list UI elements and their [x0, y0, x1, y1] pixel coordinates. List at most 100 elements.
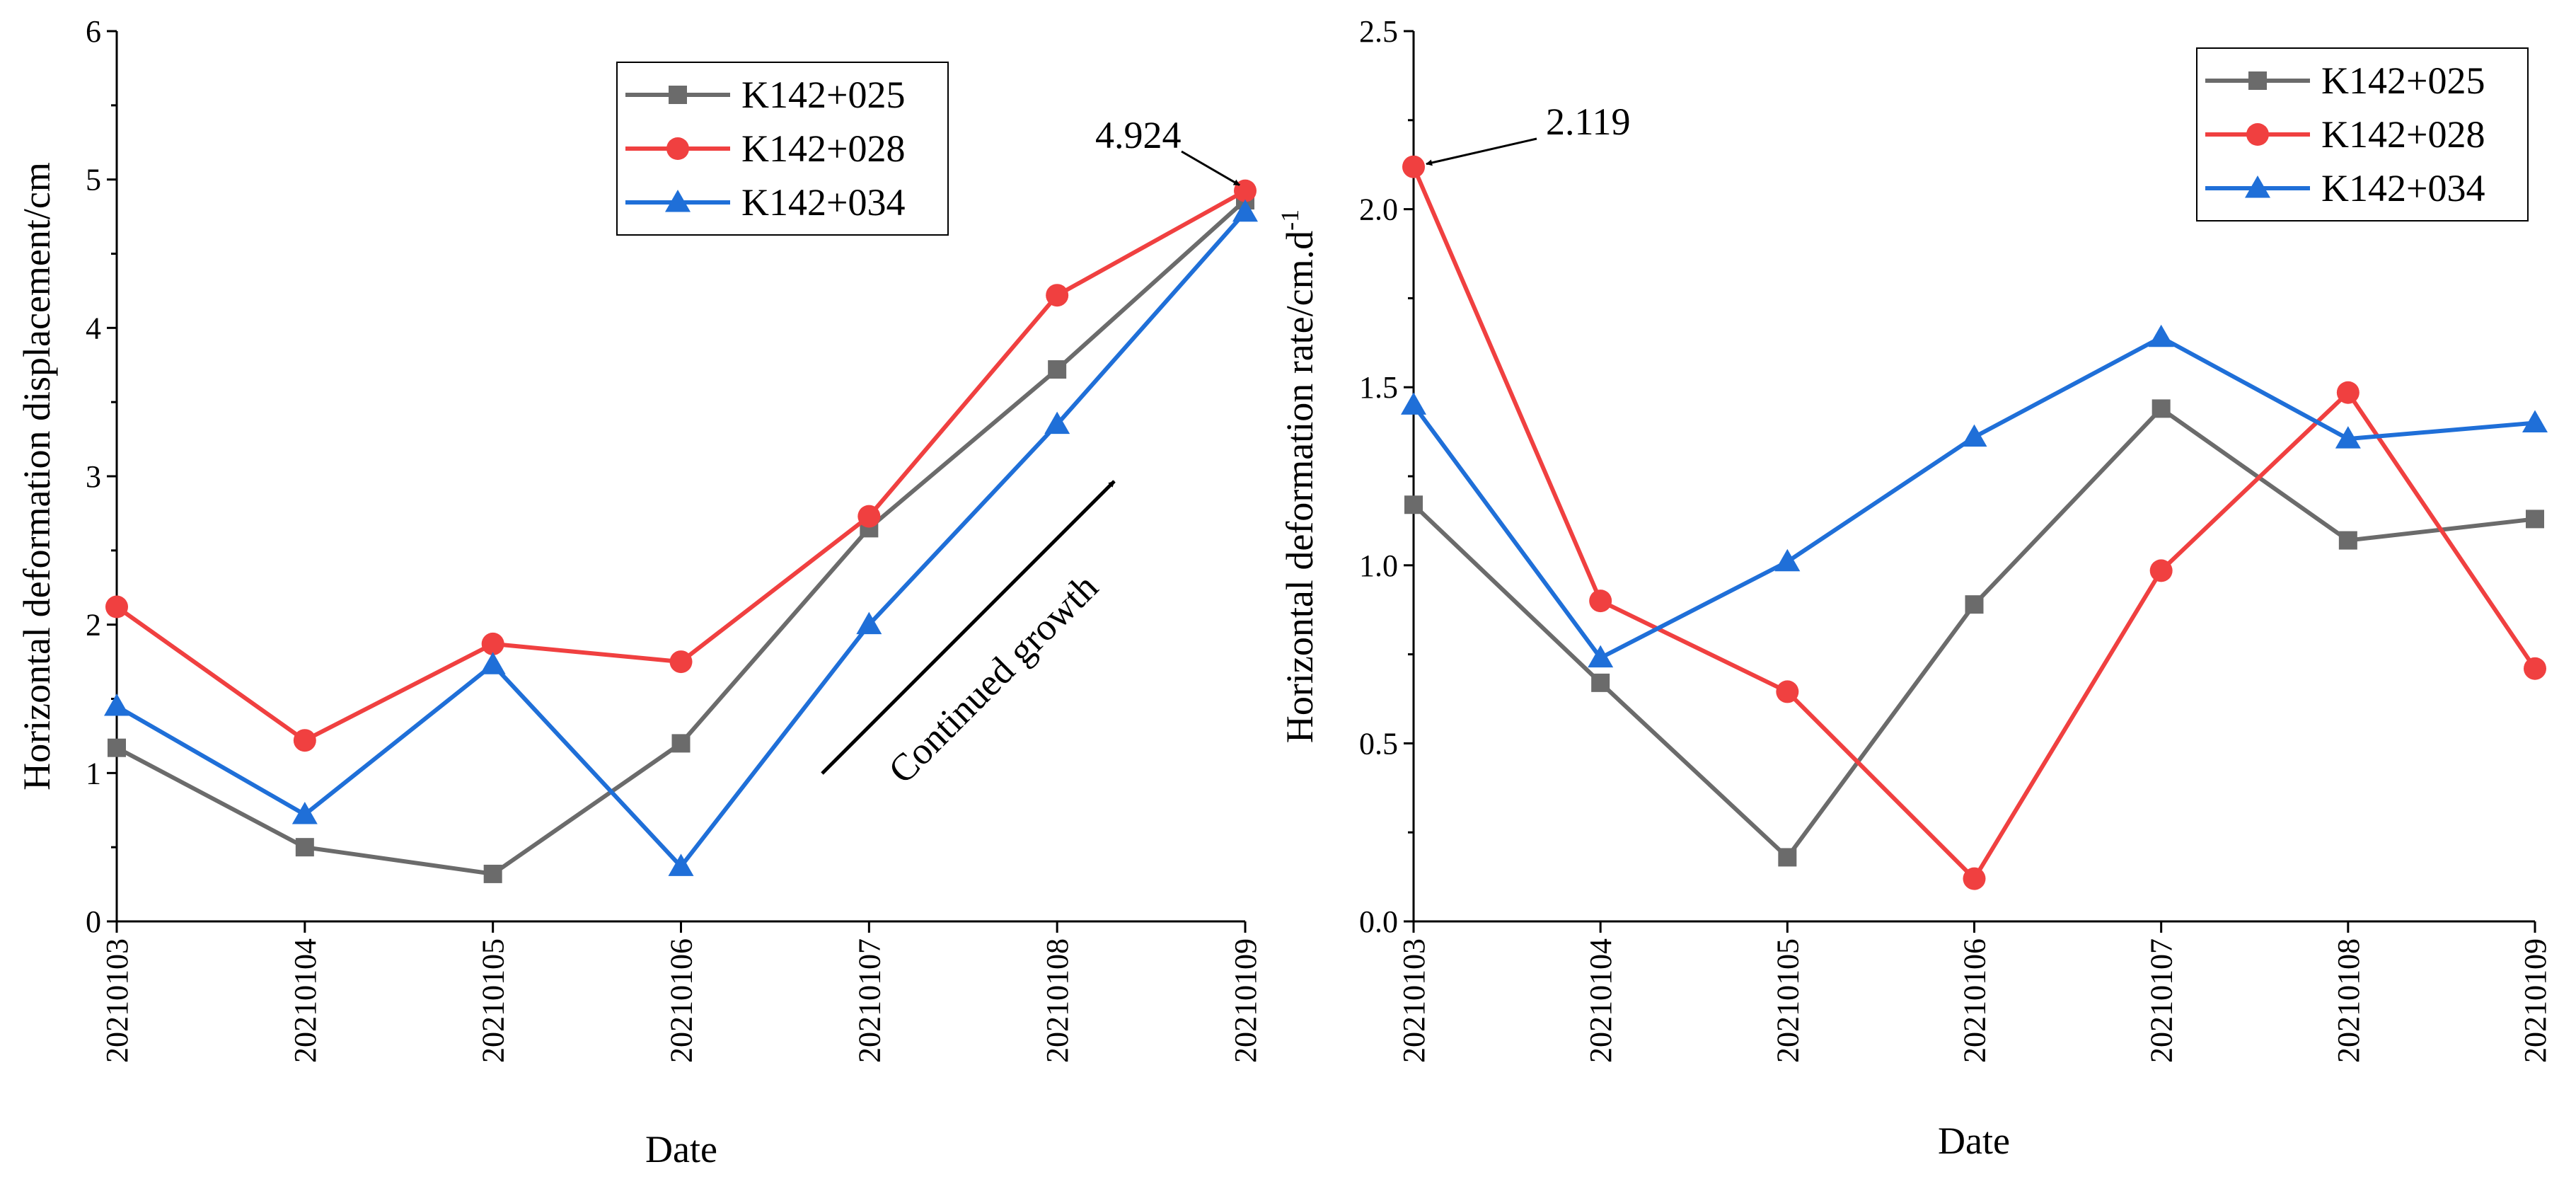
chart-rate: 0.0 0.5 1.0 1.5 2.0 2.5 20210103 20210104 202101… [1276, 14, 2553, 1162]
y-axis-label: Horizontal deformation displacement/cm [16, 162, 58, 790]
annotations: 2.119 [1426, 100, 1631, 166]
x-tick-label: 20210104 [1583, 938, 1618, 1063]
triangle-marker [1401, 392, 1426, 415]
triangle-marker [2148, 324, 2174, 347]
circle-marker [666, 137, 689, 160]
triangle-marker [2335, 426, 2361, 449]
triangle-marker [1232, 199, 1258, 222]
triangle-marker [291, 802, 318, 824]
y-tick-label: 0 [86, 904, 101, 939]
triangle-marker [1588, 645, 1614, 668]
circle-marker [1963, 867, 1986, 890]
square-marker [295, 838, 314, 857]
circle-marker [1402, 155, 1425, 178]
square-marker [669, 86, 687, 104]
square-marker [1048, 360, 1067, 379]
circle-marker [1776, 680, 1799, 703]
legend-label: K142+034 [741, 181, 905, 224]
y-tick-label: 6 [86, 14, 101, 49]
series-line [115, 210, 1247, 869]
square-marker [2248, 71, 2267, 90]
y-tick-label: 0.0 [1359, 904, 1398, 939]
legend: K142+025 K142+028 K142+034 [616, 62, 949, 236]
circle-marker [1589, 590, 1612, 613]
triangle-marker [1961, 424, 1987, 447]
x-tick-label: 20210108 [1040, 938, 1075, 1063]
legend-label: K142+025 [2321, 59, 2485, 102]
triangle-marker [665, 190, 691, 212]
y-tick-label: 2.5 [1359, 14, 1398, 49]
circle-marker [293, 729, 316, 752]
triangle-marker [1774, 548, 1801, 572]
circle-marker [2149, 559, 2173, 582]
x-tick-label: 20210108 [2331, 938, 2366, 1063]
circle-marker [2336, 381, 2360, 404]
square-marker [2338, 531, 2357, 550]
square-marker [2526, 510, 2544, 529]
x-tick-label: 20210104 [288, 938, 323, 1063]
legend: K142+025 K142+028 K142+034 [2196, 47, 2529, 222]
x-tick-label: 20210109 [2518, 938, 2553, 1063]
square-marker [1591, 673, 1610, 692]
square-marker [483, 864, 502, 883]
series-k142-025 [1404, 399, 2544, 867]
x-axis-label: Date [645, 1128, 717, 1171]
y-tick-label: 0.5 [1359, 726, 1398, 761]
growth-label: Continued growth [880, 565, 1106, 791]
y-tick-label: 1 [86, 756, 101, 790]
series-k142-028 [1402, 155, 2546, 890]
series-line [1411, 166, 2537, 881]
y-tick-label: 1.0 [1359, 548, 1398, 583]
y-axis-label-superscript: -1 [1276, 209, 1304, 231]
x-axis-label: Date [1938, 1120, 2010, 1162]
y-tick-label: 3 [86, 459, 101, 494]
y-tick-label: 5 [86, 163, 101, 197]
triangle-marker [2245, 176, 2270, 198]
peak-value-label: 4.924 [1095, 114, 1182, 156]
y-tick-label: 2 [86, 608, 101, 643]
legend-label: K142+028 [741, 127, 905, 170]
series-k142-034 [104, 199, 1258, 876]
series-k142-034 [1401, 324, 2548, 668]
y-tick-label: 1.5 [1359, 370, 1398, 405]
chart-displacement: 0 1 2 3 4 5 6 20210103 20210104 20210105 20210106 2… [16, 14, 1263, 1171]
legend-label: K142+034 [2321, 167, 2485, 209]
square-marker [2152, 399, 2171, 418]
y-tick-label: 2.0 [1359, 192, 1398, 227]
circle-marker [669, 650, 693, 674]
circle-marker [481, 632, 504, 655]
series-line [115, 198, 1247, 876]
circle-marker [2524, 657, 2546, 680]
square-marker [1965, 595, 1984, 614]
square-marker [1778, 848, 1797, 867]
y-tick-label: 4 [86, 311, 101, 345]
circle-marker [1046, 284, 1069, 307]
x-tick-label: 20210105 [1770, 938, 1805, 1063]
circle-marker [2246, 123, 2269, 146]
triangle-marker [856, 611, 882, 635]
x-tick-label: 20210107 [2144, 938, 2179, 1063]
square-marker [1404, 495, 1423, 514]
x-tick-label: 20210106 [1958, 938, 1992, 1063]
series-k142-025 [108, 191, 1254, 883]
growth-arrow [821, 480, 1116, 775]
x-tick-label: 20210106 [664, 938, 699, 1063]
triangle-marker [668, 853, 694, 876]
x-tick-label: 20210109 [1228, 938, 1263, 1063]
series-k142-028 [105, 179, 1257, 752]
peak-arrow [1181, 150, 1240, 186]
x-tick-label: 20210103 [1397, 938, 1431, 1063]
legend-label: K142+028 [2321, 113, 2485, 156]
circle-marker [857, 505, 881, 528]
peak-value-label: 2.119 [1546, 100, 1631, 143]
square-marker [671, 734, 691, 753]
y-axis-label: Horizontal deformation rate/cm.d-1 [1276, 209, 1321, 743]
x-tick-label: 20210107 [852, 938, 886, 1063]
x-tick-label: 20210103 [100, 938, 134, 1063]
peak-arrow [1426, 137, 1537, 166]
triangle-marker [104, 693, 129, 716]
circle-marker [105, 595, 128, 619]
triangle-marker [480, 652, 506, 674]
legend-label: K142+025 [741, 74, 905, 116]
